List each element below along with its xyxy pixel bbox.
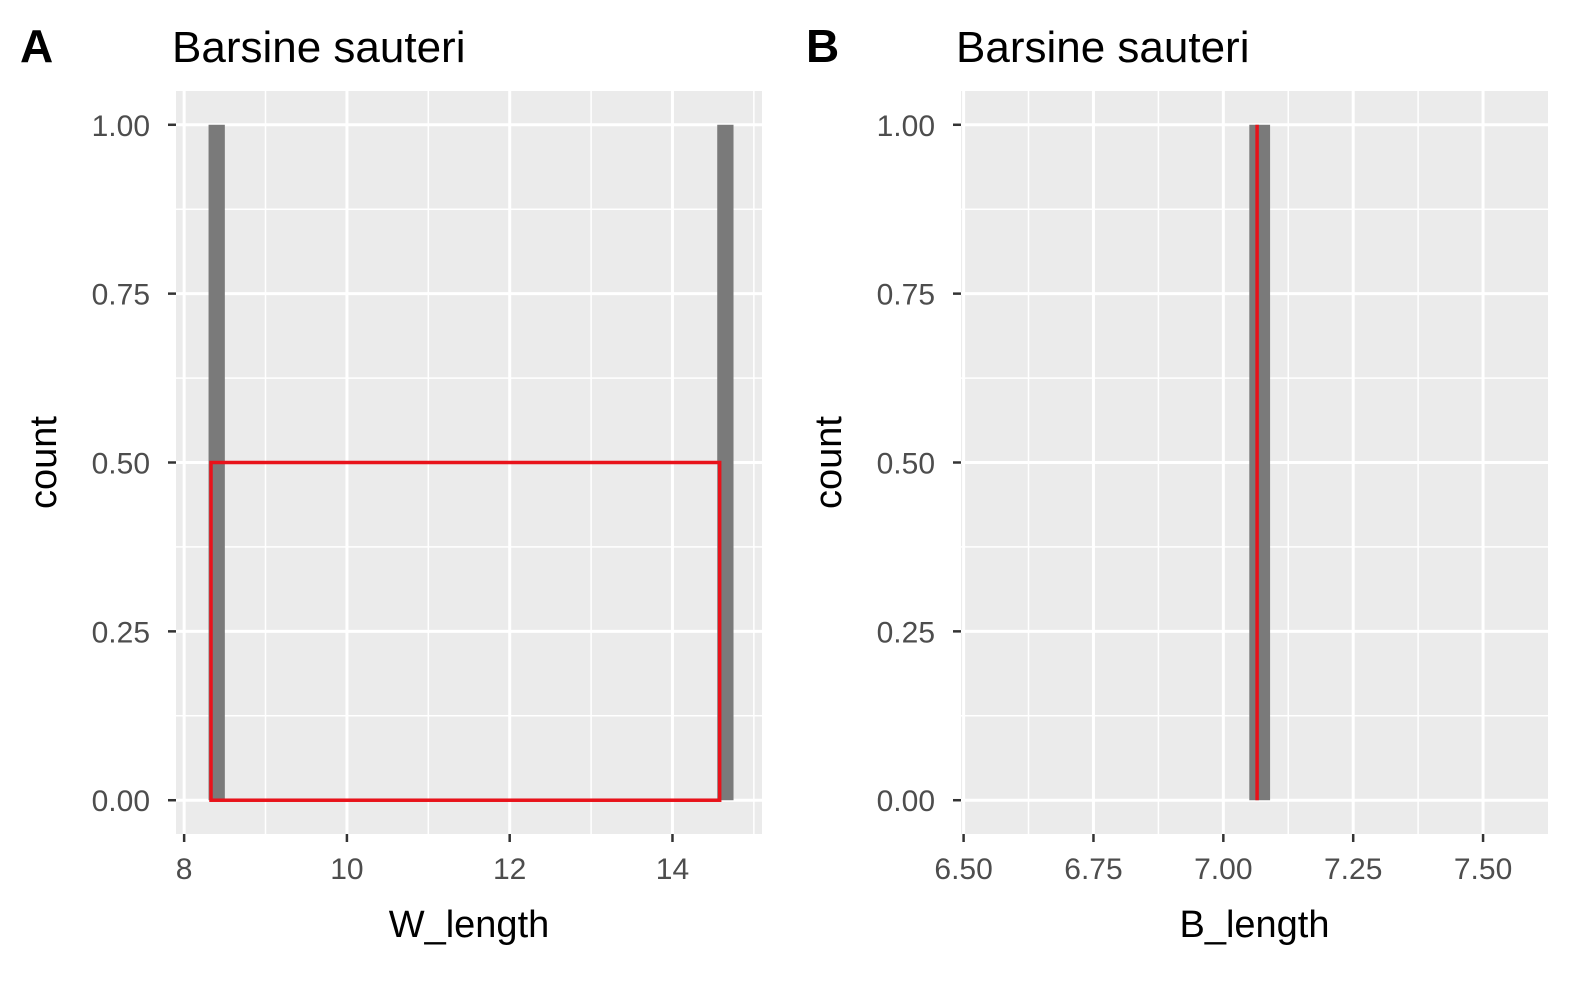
panel-letter: A — [20, 20, 53, 72]
x-tick-label: 6.75 — [1064, 853, 1122, 886]
x-tick-label: 7.00 — [1194, 853, 1252, 886]
x-tick-label: 10 — [330, 853, 363, 886]
overlay-box — [209, 460, 722, 802]
histogram-bar — [1249, 124, 1271, 801]
x-tick-label: 12 — [493, 853, 526, 886]
x-tick-label: 6.50 — [934, 853, 992, 886]
y-tick-label: 0.50 — [877, 448, 935, 481]
panel-a: 8 10 12 14 0.00 0.25 0.50 0.75 1.00 W_length count… — [20, 20, 762, 946]
y-tick-label: 0.50 — [92, 448, 150, 481]
x-tick-label: 8 — [176, 853, 193, 886]
x-axis-title: B_length — [1179, 904, 1329, 946]
y-tick-label: 0.75 — [92, 279, 150, 312]
y-tick-label: 0.75 — [877, 279, 935, 312]
y-axis-title: count — [23, 416, 65, 509]
panel-title: Barsine sauteri — [956, 23, 1249, 72]
panel-title: Barsine sauteri — [172, 23, 465, 72]
x-tick-label: 14 — [656, 853, 689, 886]
x-tick-label: 7.25 — [1324, 853, 1382, 886]
y-tick-label: 1.00 — [92, 110, 150, 143]
y-axis-title: count — [808, 416, 850, 509]
y-tick-label: 1.00 — [877, 110, 935, 143]
panel-b: 6.50 6.75 7.00 7.25 7.50 0.00 0.25 0.50 0.75 1.00… — [806, 20, 1548, 946]
y-tick-label: 0.00 — [877, 785, 935, 818]
panel-letter: B — [806, 20, 839, 72]
x-tick-label: 7.50 — [1454, 853, 1512, 886]
y-tick-label: 0.25 — [92, 616, 150, 649]
x-axis-title: W_length — [389, 904, 550, 946]
y-tick-label: 0.00 — [92, 785, 150, 818]
y-tick-label: 0.25 — [877, 616, 935, 649]
